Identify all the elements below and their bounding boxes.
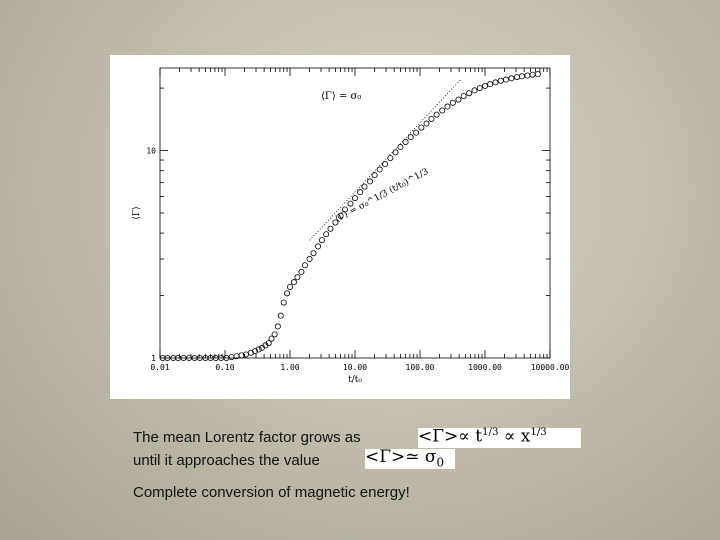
data-point xyxy=(252,348,259,355)
data-point xyxy=(357,189,364,196)
data-point xyxy=(376,166,383,173)
data-point xyxy=(298,268,305,275)
data-point xyxy=(280,299,287,306)
caption-line-3: Complete conversion of magnetic energy! xyxy=(133,484,410,501)
power-law-guide-line xyxy=(309,79,461,241)
data-point xyxy=(318,237,325,244)
data-point xyxy=(492,79,499,86)
data-point xyxy=(423,120,430,127)
data-point xyxy=(455,96,462,103)
data-point xyxy=(284,290,291,297)
data-point xyxy=(487,81,494,88)
data-point xyxy=(481,82,488,89)
x-tick-label: 1000.00 xyxy=(468,363,502,372)
chart-panel: 0.01 0.10 1.00 10.00 100.00 1000.00 10000.00 1 1… xyxy=(110,55,570,399)
data-point xyxy=(164,354,171,361)
data-point xyxy=(497,77,504,84)
data-point xyxy=(337,212,344,219)
data-point xyxy=(428,115,435,122)
power-law-annotation: ⟨Γ⟩ = σ₀^1/3 (t/t₀)^1/3 xyxy=(333,166,430,225)
data-point xyxy=(534,71,541,78)
saturation-formula: <Γ>≃ σ0 xyxy=(365,449,455,469)
lorentz-factor-chart: 0.01 0.10 1.00 10.00 100.00 1000.00 10000.00 1 1… xyxy=(132,67,570,385)
data-point xyxy=(341,206,348,213)
data-point xyxy=(351,195,358,202)
data-point xyxy=(449,99,456,106)
data-point xyxy=(518,73,525,80)
data-point xyxy=(502,76,509,83)
data-point xyxy=(392,149,399,156)
data-point xyxy=(460,93,467,100)
data-point xyxy=(433,111,440,118)
data-point xyxy=(268,335,275,342)
data-point xyxy=(196,354,203,361)
data-point xyxy=(228,354,235,361)
x-tick-label: 0.10 xyxy=(215,363,234,372)
data-point xyxy=(310,250,317,257)
data-point xyxy=(159,354,166,361)
caption-line-2: until it approaches the value xyxy=(133,452,320,469)
x-tick-label: 100.00 xyxy=(406,363,435,372)
saturation-sub: 0 xyxy=(436,455,445,470)
data-point xyxy=(265,340,272,347)
data-point xyxy=(476,85,483,92)
data-point xyxy=(294,274,301,281)
growth-law-lhs: <Γ>∝ t xyxy=(418,426,483,447)
data-point xyxy=(347,200,354,207)
data-point xyxy=(366,178,373,185)
data-point xyxy=(361,183,368,190)
data-point xyxy=(513,74,520,81)
data-point xyxy=(466,90,473,97)
growth-law-exp-x: 1/3 xyxy=(530,427,547,438)
data-point xyxy=(306,256,313,263)
saturation-lhs: <Γ>≃ σ xyxy=(365,447,437,467)
data-point xyxy=(301,262,308,269)
data-point xyxy=(327,225,334,232)
x-axis-label: t/t₀ xyxy=(348,375,362,385)
data-point xyxy=(332,219,339,226)
data-point xyxy=(524,72,531,79)
data-point xyxy=(387,155,394,162)
data-point xyxy=(315,243,322,250)
data-point xyxy=(402,138,409,145)
data-point xyxy=(413,129,420,136)
data-point xyxy=(382,161,389,168)
data-point xyxy=(274,323,281,330)
growth-law-mid: ∝ x xyxy=(498,426,531,447)
data-point xyxy=(418,124,425,131)
growth-law-formula: <Γ>∝ t1/3 ∝ x1/3 xyxy=(418,426,581,448)
data-point xyxy=(271,331,278,338)
data-point xyxy=(247,349,254,356)
data-point xyxy=(255,346,262,353)
data-point xyxy=(407,134,414,141)
data-point xyxy=(371,172,378,179)
data-point xyxy=(439,107,446,114)
x-tick-label: 1.00 xyxy=(280,363,299,372)
y-tick-label: 10 xyxy=(146,147,156,156)
growth-law-exp-t: 1/3 xyxy=(482,427,499,438)
data-point xyxy=(290,279,297,286)
saturation-annotation: ⟨Γ⟩ = σ₀ xyxy=(321,91,361,102)
x-tick-label: 10000.00 xyxy=(531,363,570,372)
x-tick-label: 10.00 xyxy=(343,363,367,372)
data-point xyxy=(508,75,515,82)
data-point xyxy=(529,71,536,78)
y-axis-label: ⟨Γ⟩ xyxy=(132,206,142,219)
data-point xyxy=(277,312,284,319)
data-point xyxy=(397,144,404,151)
x-tick-label: 0.01 xyxy=(150,363,169,372)
data-point xyxy=(471,87,478,94)
data-point xyxy=(323,231,330,238)
caption-line-1: The mean Lorentz factor grows as xyxy=(133,429,361,446)
data-point xyxy=(238,352,245,359)
y-tick-label: 1 xyxy=(151,354,156,363)
data-point xyxy=(286,283,293,290)
data-point xyxy=(444,103,451,110)
